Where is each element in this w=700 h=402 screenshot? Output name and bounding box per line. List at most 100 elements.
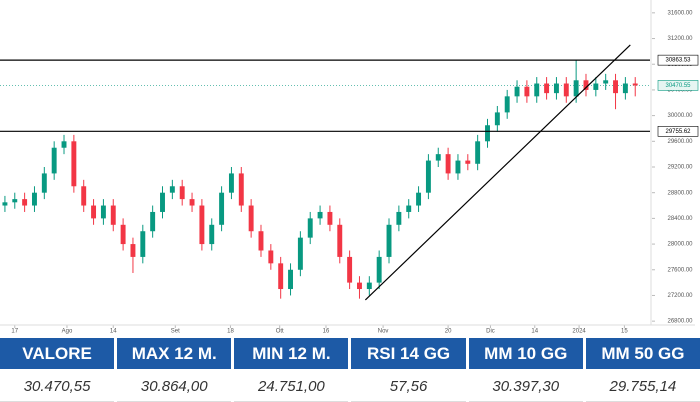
y-tick-label: 31600.00 xyxy=(667,10,693,16)
last-price-label: 30470.55 xyxy=(665,83,691,89)
x-tick-label: 14 xyxy=(531,329,538,335)
candle-body xyxy=(317,211,323,219)
candle-body xyxy=(445,154,451,174)
x-tick-label: 18 xyxy=(227,329,234,335)
last-price-box xyxy=(657,80,699,91)
y-tick-label: 27600.00 xyxy=(667,267,693,273)
chart: 26800.00 27200.00 27600.00 28000.00 28400.00… xyxy=(0,0,699,335)
candle-body xyxy=(71,141,77,187)
candle-body xyxy=(100,205,106,219)
candle-body xyxy=(278,263,284,290)
candle-body xyxy=(169,186,175,193)
x-tick-label: Nov xyxy=(378,329,389,335)
candle-body xyxy=(494,112,500,126)
level-label: 29755.62 xyxy=(665,129,691,135)
candle-body xyxy=(553,83,559,94)
candle-body xyxy=(613,80,618,94)
candle-body xyxy=(406,205,412,212)
candle-body xyxy=(603,80,609,84)
candle-body xyxy=(61,141,67,148)
x-tick-label: 17 xyxy=(11,329,18,335)
candle-body xyxy=(514,86,520,97)
table-header: VALORE xyxy=(0,338,115,369)
candle-body xyxy=(219,192,225,225)
x-tick-label: 16 xyxy=(323,329,330,335)
candle-body xyxy=(396,211,402,225)
candle-body xyxy=(534,83,540,97)
candle-body xyxy=(347,256,353,283)
y-tick-label: 26800.00 xyxy=(667,319,693,325)
level-label-box xyxy=(657,54,699,66)
table-value: 30.397,30 xyxy=(468,371,583,402)
table-header: MAX 12 M. xyxy=(117,338,232,369)
candle-body xyxy=(130,244,136,257)
y-tick-label: 28400.00 xyxy=(667,216,693,222)
candle-body xyxy=(524,86,530,97)
candle-body xyxy=(179,186,185,200)
candle-body xyxy=(140,231,146,257)
candle-body xyxy=(435,154,441,161)
x-tick-label: Set xyxy=(171,329,180,335)
level-label-box xyxy=(657,126,699,137)
table-value: 24.751,00 xyxy=(234,371,349,402)
table-header: RSI 14 GG xyxy=(351,338,466,369)
candle-body xyxy=(583,80,589,90)
y-tick-label: 30000.00 xyxy=(667,113,693,119)
candle-body xyxy=(632,83,638,86)
x-tick-label: 15 xyxy=(621,329,628,335)
candle-body xyxy=(593,83,599,90)
candle-body xyxy=(32,192,37,206)
candle-body xyxy=(297,237,303,270)
candle-body xyxy=(209,224,215,245)
y-tick-label: 28000.00 xyxy=(667,242,693,248)
candle-body xyxy=(475,141,481,164)
candle-body xyxy=(288,269,293,290)
candle-body xyxy=(622,83,628,94)
table-header: MIN 12 M. xyxy=(234,338,349,369)
y-tick-label: 29200.00 xyxy=(667,165,693,171)
candle-body xyxy=(573,80,579,97)
candle-body xyxy=(228,173,234,193)
candle-body xyxy=(2,202,8,206)
candle-body xyxy=(337,224,343,257)
y-tick-label: 27200.00 xyxy=(667,293,693,299)
stats-table: VALORE MAX 12 M. MIN 12 M. RSI 14 GG MM 10 G… xyxy=(0,338,700,402)
table-value: 57,56 xyxy=(351,371,466,402)
candle-body xyxy=(386,224,392,257)
candle-body xyxy=(160,192,165,212)
candle-body xyxy=(307,218,313,238)
candle-body xyxy=(485,125,490,142)
candle-body xyxy=(416,192,422,206)
candle-body xyxy=(199,205,205,245)
candle-body xyxy=(12,199,18,203)
candle-body xyxy=(544,83,550,94)
candle-body xyxy=(455,160,461,174)
candle-body xyxy=(504,96,510,113)
candle-body xyxy=(22,199,28,206)
trendline xyxy=(364,44,631,301)
y-tick-label: 31200.00 xyxy=(667,36,693,42)
candle-body xyxy=(150,211,156,232)
candle-body xyxy=(189,199,195,206)
candle-body xyxy=(357,282,362,290)
level-label: 30863.53 xyxy=(665,58,691,64)
candle-body xyxy=(238,173,244,206)
candle-body xyxy=(425,160,431,193)
x-tick-label: 2024 xyxy=(572,329,586,335)
y-tick-label: 28800.00 xyxy=(667,190,693,196)
candle-body xyxy=(268,250,274,264)
candle-body xyxy=(258,231,264,251)
candle-body xyxy=(563,83,569,97)
candle-body xyxy=(110,205,116,225)
candle-body xyxy=(41,173,47,193)
x-tick-label: 14 xyxy=(110,329,117,335)
table-header: MM 10 GG xyxy=(468,338,583,369)
candle-body xyxy=(51,147,57,174)
table-value: 30.470,55 xyxy=(0,371,115,402)
table-value: 29.755,14 xyxy=(585,371,700,402)
candle-body xyxy=(327,211,333,225)
table-value: 30.864,00 xyxy=(117,371,232,402)
x-tick-label: Ago xyxy=(62,329,73,335)
candle-body xyxy=(376,256,382,283)
